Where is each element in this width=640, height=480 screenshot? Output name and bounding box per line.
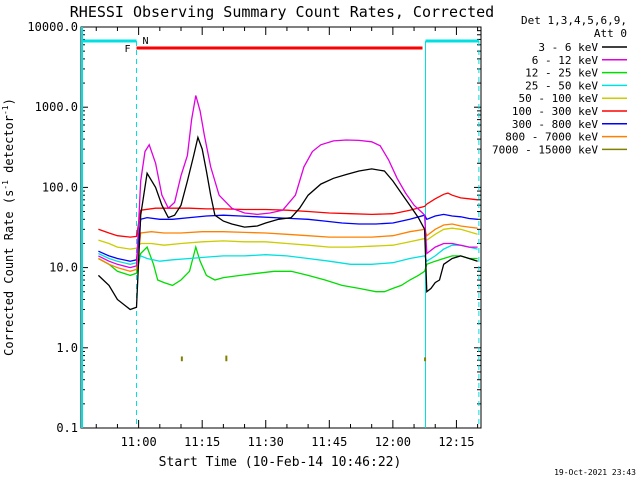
x-tick-label: 11:30: [248, 435, 284, 449]
legend-label: 3 - 6 keV: [538, 41, 598, 54]
legend-label: 100 - 300 keV: [512, 105, 598, 118]
y-axis: 0.1 1.0 10.0 100.0 1000.0 10000.0: [27, 20, 481, 435]
chart-title: RHESSI Observing Summary Count Rates, Co…: [70, 3, 494, 21]
series-line-3-6keV: [97, 135, 478, 311]
y-axis-label-sup1: -1: [1, 180, 10, 190]
y-tick-label: 100.0: [42, 180, 78, 194]
series-group: [97, 95, 478, 362]
plot-frame: [80, 26, 482, 429]
legend-label: 50 - 100 keV: [519, 92, 599, 105]
legend-label: 25 - 50 keV: [525, 79, 598, 92]
legend-label: 12 - 25 keV: [525, 67, 598, 80]
night-flag-label: N: [143, 36, 149, 47]
y-tick-label: 0.1: [56, 421, 78, 435]
series-line-6-12keV: [98, 95, 478, 269]
y-tick-label: 1.0: [56, 341, 78, 355]
legend-label: 7000 - 15000 keV: [492, 143, 598, 156]
footer-date: 19-Oct-2021 23:43: [554, 468, 636, 477]
y-axis-label-mid: detector: [2, 115, 16, 180]
x-tick-label: 11:45: [311, 435, 347, 449]
legend-label: 300 - 800 keV: [512, 118, 598, 131]
x-tick-label: 11:15: [184, 435, 220, 449]
series-line-50-100keV: [98, 227, 478, 250]
y-tick-label: 1000.0: [35, 100, 78, 114]
series-line-25-50keV: [98, 244, 478, 265]
y-axis-label-close: ): [2, 98, 16, 105]
flare-flag-label: F: [124, 44, 130, 55]
x-tick-label: 12:00: [375, 435, 411, 449]
y-tick-label: 10.0: [49, 261, 78, 275]
y-tick-label: 10000.0: [27, 20, 78, 34]
y-axis-label-main: Corrected Count Rate (s: [2, 190, 16, 356]
y-axis-label: Corrected Count Rate (s-1 detector-1): [1, 98, 16, 356]
legend-label: 800 - 7000 keV: [505, 131, 598, 144]
series-line-800-7000keV: [98, 223, 478, 272]
x-tick-label: 11:00: [121, 435, 157, 449]
x-axis: 11:00 11:15 11:30 11:45 12:00 12:15: [95, 27, 479, 449]
legend-header-line1: Det 1,3,4,5,6,9,: [521, 14, 627, 27]
legend-label: 6 - 12 keV: [532, 54, 599, 67]
x-axis-label: Start Time (10-Feb-14 10:46:22): [159, 455, 402, 470]
x-tick-label: 12:15: [438, 435, 474, 449]
series-line-12-25keV: [98, 244, 478, 293]
legend-header-line2: Att 0: [594, 27, 627, 40]
attenuator-markers: FN: [81, 27, 480, 428]
y-axis-label-sup2: -1: [1, 105, 10, 115]
